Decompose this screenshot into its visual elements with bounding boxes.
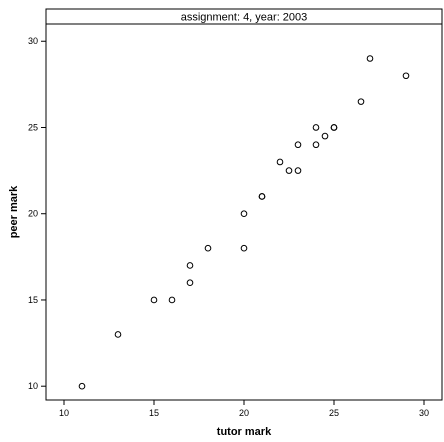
data-point <box>285 167 293 174</box>
data-point <box>402 72 410 80</box>
data-point <box>330 124 338 131</box>
x-axis: 10 15 20 25 30 <box>59 400 429 418</box>
y-tick-label: 20 <box>28 209 38 219</box>
data-point <box>357 98 365 105</box>
y-tick-label: 15 <box>28 295 38 305</box>
data-point <box>258 193 266 200</box>
data-point <box>312 124 320 131</box>
y-axis-title: peer mark <box>8 185 20 238</box>
x-tick-label: 20 <box>239 408 249 418</box>
plot-panel <box>45 23 443 401</box>
data-point <box>366 55 374 62</box>
data-point <box>240 210 248 218</box>
data-point <box>150 296 158 304</box>
y-tick-label: 10 <box>28 381 38 391</box>
data-point <box>312 141 320 149</box>
data-point <box>186 279 194 287</box>
x-tick-label: 25 <box>329 408 339 418</box>
x-tick-label: 10 <box>59 408 69 418</box>
data-point <box>321 132 329 140</box>
y-tick-label: 30 <box>28 36 38 46</box>
data-point <box>78 382 86 390</box>
data-point <box>204 244 212 252</box>
x-tick-label: 15 <box>149 408 159 418</box>
data-point <box>186 262 194 269</box>
data-point <box>276 158 284 166</box>
x-tick-label: 30 <box>419 408 429 418</box>
y-tick-label: 25 <box>28 122 38 132</box>
data-point <box>294 141 302 149</box>
data-point <box>168 296 176 304</box>
data-point <box>114 331 122 338</box>
y-axis: 10 15 20 25 30 <box>28 36 46 391</box>
data-points <box>78 55 410 390</box>
data-point <box>294 167 302 174</box>
data-point <box>240 244 248 252</box>
x-axis-title: tutor mark <box>217 426 272 438</box>
chart-title: assignment: 4, year: 2003 <box>181 12 308 24</box>
